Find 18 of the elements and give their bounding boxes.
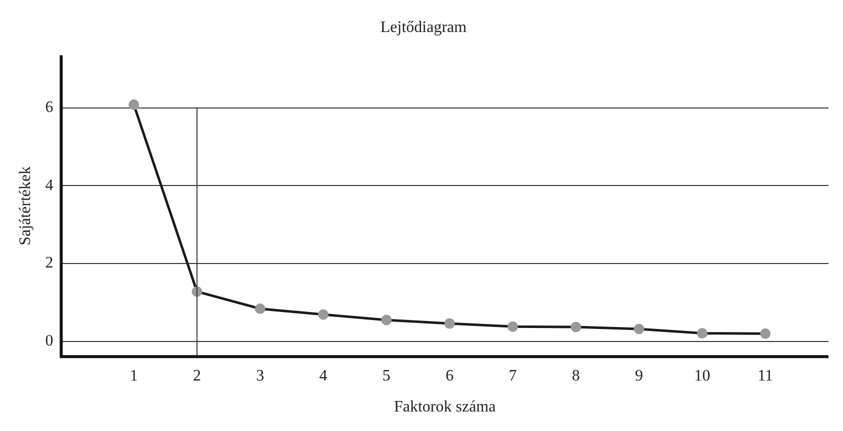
x-axis-title: Faktorok száma bbox=[394, 398, 496, 416]
x-tick-label: 10 bbox=[694, 367, 710, 384]
x-tick-label: 1 bbox=[130, 367, 138, 384]
y-tick-label: 4 bbox=[45, 176, 54, 194]
chart-title: Lejtődiagram bbox=[380, 18, 468, 36]
x-tick-label: 8 bbox=[572, 367, 580, 384]
y-axis-title: Sajátértékek bbox=[16, 166, 34, 246]
x-tick-label: 7 bbox=[508, 367, 517, 384]
x-tick-label: 9 bbox=[635, 367, 644, 384]
y-tick-label: 6 bbox=[45, 98, 54, 116]
x-tick-label: 11 bbox=[758, 367, 774, 384]
x-tick-label: 2 bbox=[192, 367, 201, 384]
x-tick-label: 4 bbox=[319, 367, 328, 384]
x-tick-label: 5 bbox=[382, 367, 390, 384]
y-tick-label: 0 bbox=[45, 332, 54, 350]
x-tick-label: 3 bbox=[256, 367, 264, 384]
y-tick-label: 2 bbox=[45, 254, 54, 272]
x-tick-label: 6 bbox=[446, 367, 454, 384]
